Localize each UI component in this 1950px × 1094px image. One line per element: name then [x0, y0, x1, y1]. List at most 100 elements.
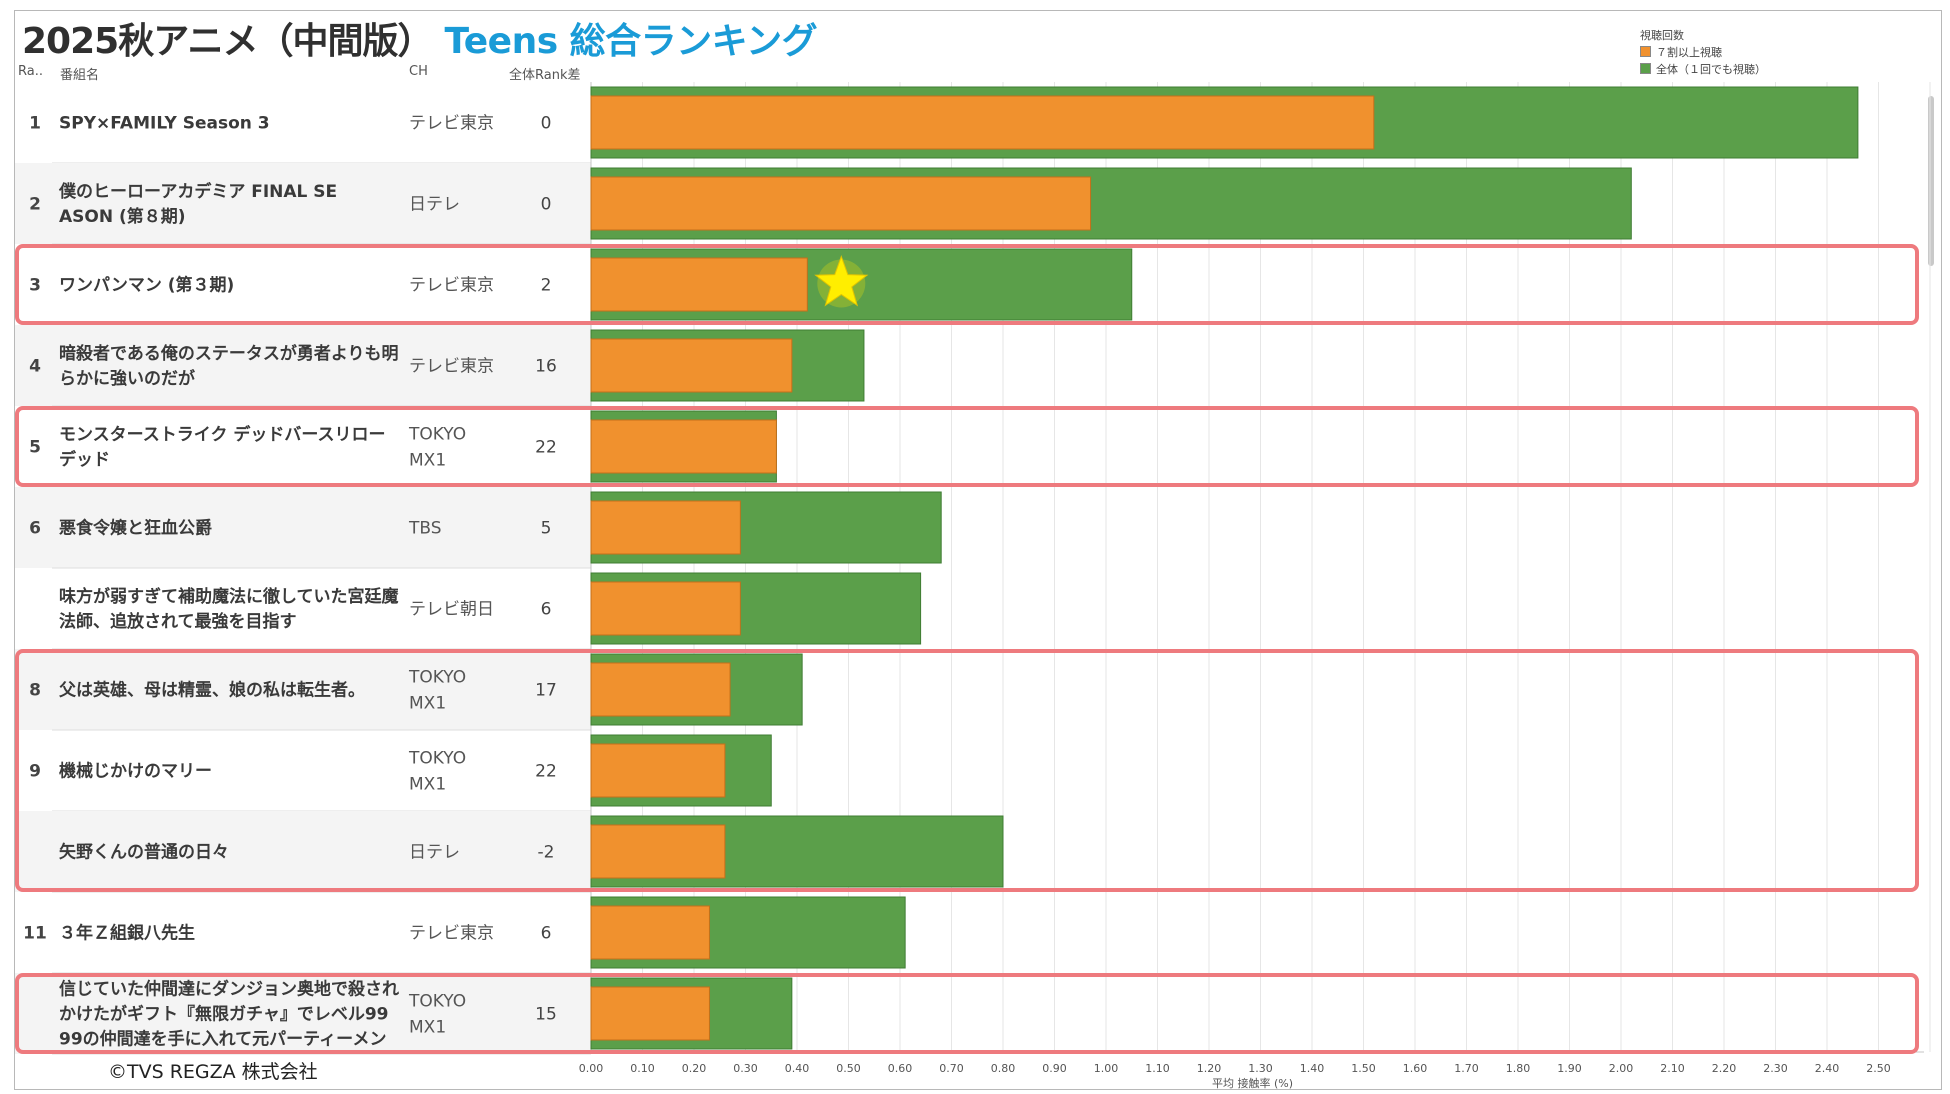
- rank-diff: 6: [541, 924, 552, 944]
- star-icon: [814, 255, 869, 307]
- row-background: [15, 163, 591, 244]
- header-rank[interactable]: Ra..: [18, 64, 43, 79]
- x-tick-label: 2.20: [1712, 1062, 1737, 1075]
- program-name: 99の仲間達を手に入れて元パーティーメン: [59, 1029, 386, 1050]
- program-name: 僕のヒーローアカデミア FINAL SE: [58, 181, 337, 202]
- highlight-box: [15, 406, 1919, 487]
- page-title: 2025秋アニメ（中間版）: [22, 21, 433, 62]
- channel-label: MX1: [409, 775, 446, 795]
- program-name: ワンパンマン (第３期): [59, 275, 234, 296]
- x-tick-label: 0.20: [682, 1062, 707, 1075]
- x-tick-label: 2.30: [1763, 1062, 1788, 1075]
- program-name: 法師、追放されて最強を目指す: [59, 611, 297, 632]
- rank-diff: 15: [535, 1005, 557, 1025]
- x-tick-label: 0.90: [1042, 1062, 1067, 1075]
- row-background: [15, 487, 591, 568]
- x-tick-label: 2.50: [1866, 1062, 1891, 1075]
- rank-label: 3: [29, 276, 41, 296]
- x-tick-label: 1.80: [1506, 1062, 1531, 1075]
- x-axis-label: 平均 接触率 (%): [1212, 1077, 1294, 1090]
- rank-diff: 16: [535, 357, 557, 377]
- rank-diff: 22: [535, 438, 557, 458]
- channel-label: テレビ東京: [409, 276, 494, 296]
- title-block: 2025秋アニメ（中間版） Teens 総合ランキング: [22, 12, 818, 64]
- x-tick-label: 1.10: [1145, 1062, 1170, 1075]
- program-name: デッド: [59, 449, 110, 470]
- bar-seventy: [590, 986, 710, 1041]
- x-tick-label: 1.50: [1351, 1062, 1376, 1075]
- bar-seventy: [590, 500, 741, 555]
- rank-diff: 0: [541, 195, 552, 215]
- channel-label: TOKYO: [408, 992, 466, 1012]
- bar-seventy: [590, 905, 710, 960]
- program-name: 悪食令嬢と狂血公爵: [59, 518, 212, 539]
- highlight-box: [15, 973, 1919, 1054]
- row-background: [15, 325, 591, 406]
- program-name: 父は英雄、母は精霊、娘の私は転生者。: [58, 680, 365, 701]
- x-tick-label: 2.00: [1609, 1062, 1634, 1075]
- bar-seventy: [590, 257, 808, 312]
- x-tick-label: 1.00: [1094, 1062, 1119, 1075]
- bar-seventy: [590, 824, 726, 879]
- rank-label: 6: [29, 519, 41, 539]
- header-ch[interactable]: CH: [409, 64, 428, 79]
- bar-seventy: [590, 95, 1375, 150]
- program-name: らかに強いのだが: [59, 368, 195, 389]
- x-tick-label: 0.70: [939, 1062, 964, 1075]
- header-diff[interactable]: 全体Rank差: [509, 68, 581, 83]
- rank-label: 2: [29, 195, 41, 215]
- row-background: [15, 973, 591, 1054]
- page-subtitle: Teens 総合ランキング: [444, 21, 818, 62]
- rank-label: 8: [29, 681, 41, 701]
- highlight-box: [15, 649, 1919, 892]
- program-name: ASON (第８期): [59, 206, 186, 227]
- x-tick-label: 1.20: [1197, 1062, 1222, 1075]
- x-tick-label: 0.40: [785, 1062, 810, 1075]
- x-tick-label: 1.40: [1300, 1062, 1325, 1075]
- program-name: かけたがギフト『無限ガチャ』でレベル99: [59, 1004, 389, 1025]
- program-name: 味方が弱すぎて補助魔法に徹していた宮廷魔: [59, 586, 399, 607]
- channel-label: MX1: [409, 451, 446, 471]
- legend-item-total[interactable]: 全体（１回でも視聴）: [1640, 60, 1766, 77]
- highlight-box: [15, 244, 1919, 325]
- legend-label-seventy: ７割以上視聴: [1656, 45, 1722, 59]
- bar-seventy: [590, 338, 793, 393]
- channel-label: 日テレ: [409, 843, 460, 863]
- channel-label: TOKYO: [408, 425, 466, 445]
- program-name: ３年Ｚ組銀八先生: [59, 923, 195, 944]
- x-tick-label: 1.60: [1403, 1062, 1428, 1075]
- header-name[interactable]: 番組名: [60, 68, 100, 83]
- bar-seventy: [590, 743, 726, 798]
- x-tick-label: 0.30: [733, 1062, 758, 1075]
- rank-diff: 2: [541, 276, 552, 296]
- row-background: [15, 649, 591, 730]
- legend-item-seventy[interactable]: ７割以上視聴: [1640, 43, 1766, 60]
- vertical-scrollbar[interactable]: [1928, 96, 1934, 266]
- channel-label: テレビ東京: [409, 924, 494, 944]
- rank-diff: 6: [541, 600, 552, 620]
- x-tick-label: 0.80: [991, 1062, 1016, 1075]
- x-tick-label: 0.00: [579, 1062, 604, 1075]
- rank-label: 4: [29, 357, 41, 377]
- program-name: モンスターストライク デッドバースリロー: [59, 424, 386, 445]
- rank-diff: 5: [541, 519, 552, 539]
- bar-seventy: [590, 662, 731, 717]
- rank-label: 9: [29, 762, 41, 782]
- channel-label: TBS: [408, 519, 442, 539]
- rank-diff: 22: [535, 762, 557, 782]
- legend: 視聴回数 ７割以上視聴 全体（１回でも視聴）: [1640, 26, 1766, 77]
- x-tick-label: 1.70: [1454, 1062, 1479, 1075]
- legend-title: 視聴回数: [1640, 28, 1684, 42]
- channel-label: TOKYO: [408, 668, 466, 688]
- x-tick-label: 2.10: [1660, 1062, 1685, 1075]
- program-name: 矢野くんの普通の日々: [59, 842, 229, 863]
- x-tick-label: 0.60: [888, 1062, 913, 1075]
- rank-label: 5: [29, 438, 41, 458]
- x-tick-label: 1.30: [1248, 1062, 1273, 1075]
- program-name: 信じていた仲間達にダンジョン奥地で殺され: [59, 979, 399, 1000]
- rank-diff: -2: [538, 843, 555, 863]
- channel-label: MX1: [409, 1018, 446, 1038]
- channel-label: MX1: [409, 694, 446, 714]
- legend-swatch-orange: [1640, 46, 1651, 57]
